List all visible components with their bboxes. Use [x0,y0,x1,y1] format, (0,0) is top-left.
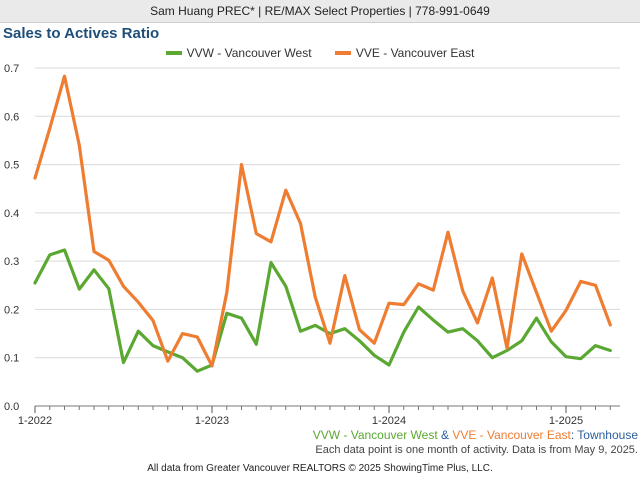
y-tick-label: 0.7 [4,63,19,75]
legend-label-vve: VVE - Vancouver East [355,46,475,60]
series-line-vvw [33,248,612,373]
chart-series-lines [33,74,612,373]
bottom-series-caption: VVW - Vancouver West & VVE - Vancouver E… [313,428,638,442]
y-tick-label: 0.0 [4,401,19,413]
caption-amp: & [437,428,453,442]
y-tick-label: 0.3 [4,256,19,268]
data-note: Each data point is one month of activity… [315,444,638,456]
y-tick-label: 0.2 [4,304,19,316]
legend-label-vvw: VVW - Vancouver West [186,46,312,60]
caption-vve: VVE - Vancouver East [452,428,571,442]
x-tick-label: 1-2025 [549,415,583,427]
chart-title: Sales to Actives Ratio [3,25,160,42]
y-tick-label: 0.1 [4,353,19,365]
y-axis-ticks: 0.0 0.1 0.2 0.3 0.4 0.5 0.6 0.7 [4,63,19,413]
x-tick-label: 1-2023 [195,415,229,427]
x-axis: 1-2022 1-2023 1-2024 1-2025 [18,405,620,427]
y-tick-label: 0.4 [4,208,19,220]
footer-credit: All data from Greater Vancouver REALTORS… [147,463,493,474]
legend-swatch-vve [334,50,351,55]
y-tick-label: 0.5 [4,160,19,172]
x-tick-label: 1-2024 [372,415,406,427]
header-banner: Sam Huang PREC* | RE/MAX Select Properti… [0,0,640,23]
caption-vvw: VVW - Vancouver West [312,428,438,442]
caption-colon: : [570,428,578,442]
caption-property-type: Townhouse [577,428,638,442]
series-line-vve [33,74,612,368]
legend-item-vve: VVE - Vancouver East [334,46,475,60]
y-tick-label: 0.6 [4,111,19,123]
legend-item-vvw: VVW - Vancouver West [165,46,312,60]
legend-swatch-vvw [165,50,182,55]
chart-legend: VVW - Vancouver West VVE - Vancouver Eas… [0,46,640,60]
x-tick-label: 1-2022 [18,415,52,427]
